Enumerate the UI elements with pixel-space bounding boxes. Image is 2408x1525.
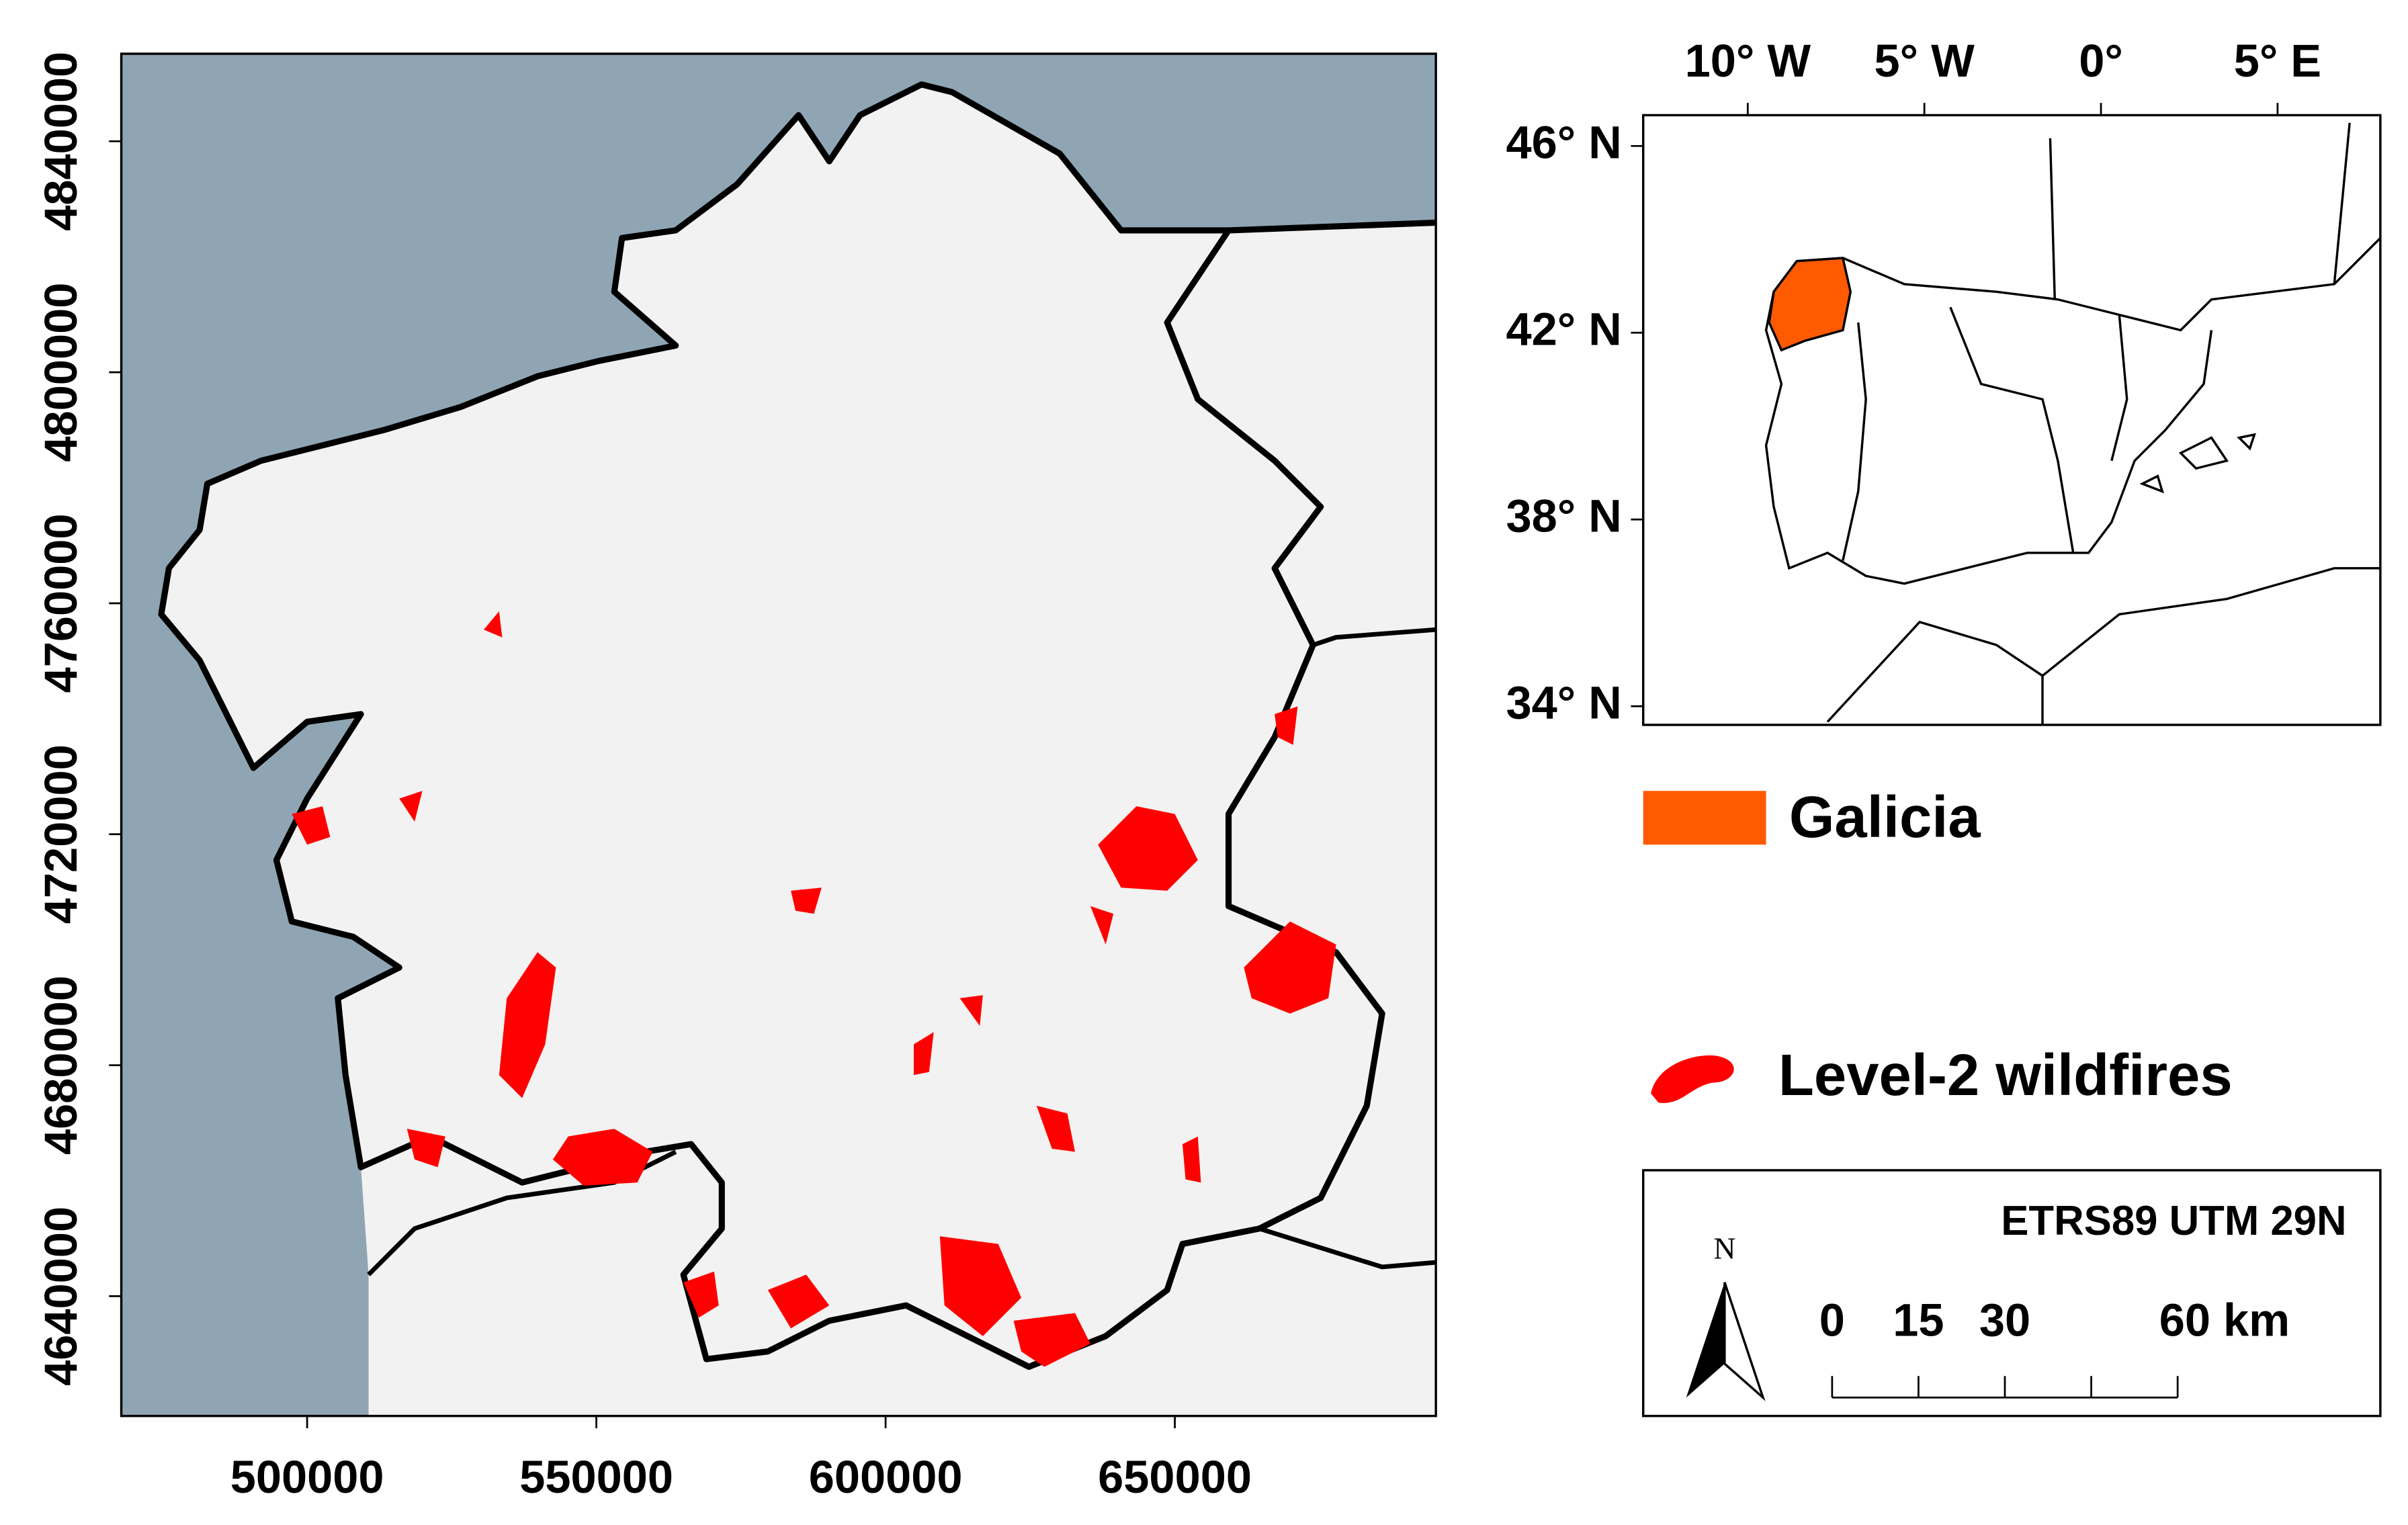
x-tick-label: 0°: [2079, 35, 2123, 87]
y-tick-label: 4800000: [35, 283, 87, 462]
scale-label: 0: [1819, 1295, 1845, 1346]
wildfire: [1090, 906, 1114, 945]
x-tick-label: 500000: [230, 1451, 384, 1503]
y-tick-label: 46° N: [1506, 116, 1621, 168]
wildfire: [683, 1271, 719, 1318]
legend: Galicia Level-2 wildfires ETRS89 UTM 29N…: [1642, 785, 2382, 1418]
scale-label: 60 km: [2159, 1295, 2290, 1346]
wildfire: [552, 1129, 653, 1186]
y-tick-label: 4640000: [35, 1207, 87, 1386]
x-tick-label: 650000: [1098, 1451, 1252, 1503]
x-tick-label: 10° W: [1685, 35, 1811, 87]
wildfire: [292, 806, 331, 845]
legend-swatch: [1643, 791, 1766, 845]
x-tick-label: 5° E: [2234, 35, 2321, 87]
y-tick-label: 4720000: [35, 744, 87, 924]
wildfire: [499, 952, 556, 1098]
scale-label: 15: [1893, 1295, 1944, 1346]
wildfire: [1275, 706, 1298, 745]
wildfire: [1098, 806, 1198, 891]
main-map: [120, 52, 1437, 1418]
north-label: N: [1713, 1231, 1735, 1266]
iberia: [1764, 122, 2382, 725]
y-tick-label: 34° N: [1506, 677, 1621, 728]
north-arrow: [1723, 1282, 1766, 1401]
wildfire: [1013, 1313, 1090, 1367]
x-tick-label: 5° W: [1875, 35, 1975, 87]
wildfire: [1182, 1136, 1201, 1183]
galicia-inset: [1768, 257, 1852, 352]
wildfire: [406, 1129, 445, 1168]
inset-map: [1642, 114, 2382, 726]
galicia-border: [158, 81, 1436, 1370]
legend-label: Level-2 wildfires: [1778, 1043, 2233, 1108]
wildfire: [399, 791, 423, 822]
scale-label: 30: [1979, 1295, 2030, 1346]
wildfire: [1036, 1105, 1075, 1152]
x-tick-label: 600000: [809, 1451, 963, 1503]
legend-swatch: [1651, 1055, 1734, 1103]
wildfire: [959, 995, 983, 1027]
main-frame: [120, 52, 1437, 1418]
balearics: [2139, 433, 2256, 494]
north-arrow: [1686, 1282, 1725, 1398]
crs-label: ETRS89 UTM 29N: [2001, 1198, 2346, 1244]
wildfire: [939, 1236, 1021, 1336]
wildfire: [914, 1032, 934, 1076]
legend-label: Galicia: [1789, 785, 1981, 850]
x-tick-label: 550000: [519, 1451, 673, 1503]
wildfire: [484, 611, 503, 638]
y-tick-label: 38° N: [1506, 490, 1621, 541]
wildfires: [292, 611, 1336, 1367]
y-tick-label: 42° N: [1506, 303, 1621, 355]
y-tick-label: 4680000: [35, 975, 87, 1155]
land: [161, 84, 1436, 1416]
info-box: [1642, 1169, 2382, 1418]
inset-frame: [1642, 114, 2382, 726]
wildfire: [791, 887, 822, 914]
y-tick-label: 4840000: [35, 52, 87, 231]
y-tick-label: 4760000: [35, 513, 87, 693]
wildfire: [1244, 921, 1336, 1014]
wildfire: [767, 1274, 830, 1329]
